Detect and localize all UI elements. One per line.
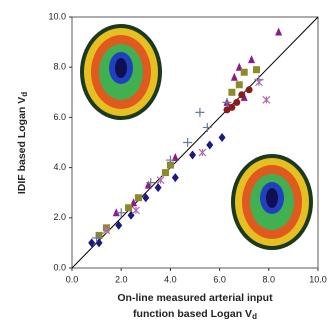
x-axis-label-text: function based Logan V: [133, 308, 252, 320]
data-point: [236, 81, 243, 88]
brain-image: [231, 154, 313, 250]
data-point: [231, 73, 238, 81]
y-axis-label: IDIF based Logan Vd: [16, 92, 29, 194]
data-point: [135, 194, 142, 201]
data-point: [203, 123, 212, 132]
y-axis-label-sub: d: [20, 92, 29, 97]
data-point: [248, 55, 255, 63]
data-point: [233, 99, 240, 106]
data-point: [246, 86, 253, 93]
x-tick-label: 4.0: [164, 274, 177, 284]
data-point: [223, 106, 230, 113]
data-point: [125, 204, 132, 211]
x-tick-label: 10.0: [309, 274, 327, 284]
y-tick-label: 6.0: [53, 112, 66, 122]
data-point: [241, 69, 248, 76]
x-axis-label: On-line measured arterial input: [117, 292, 273, 304]
data-point: [183, 138, 192, 147]
x-axis-label: function based Logan Vd: [133, 308, 257, 321]
data-point: [172, 173, 179, 182]
data-point: [199, 149, 206, 156]
brain-image: [80, 24, 162, 120]
y-tick-label: 10.0: [48, 11, 66, 21]
data-point: [195, 108, 204, 117]
y-axis-label-text: IDIF based Logan V: [16, 97, 28, 194]
x-tick-label: 8.0: [263, 274, 276, 284]
data-point: [253, 66, 260, 73]
x-tick-label: 6.0: [213, 274, 226, 284]
chart: IDIF based Logan Vd On-line measured art…: [0, 0, 331, 327]
x-axis-label-sub: d: [252, 312, 257, 321]
x-tick-label: 0.0: [66, 274, 79, 284]
data-point: [275, 28, 282, 36]
data-point: [162, 169, 169, 176]
x-tick-label: 2.0: [115, 274, 128, 284]
data-point: [219, 133, 226, 142]
data-point: [255, 79, 262, 86]
y-tick-label: 2.0: [53, 212, 66, 222]
data-point: [228, 89, 235, 96]
y-tick-label: 0.0: [53, 262, 66, 272]
data-point: [238, 91, 245, 98]
y-tick-label: 4.0: [53, 162, 66, 172]
data-point: [206, 141, 213, 150]
y-tick-label: 8.0: [53, 62, 66, 72]
data-point: [189, 151, 196, 160]
data-point: [155, 183, 162, 192]
data-point: [263, 96, 270, 103]
data-point: [132, 207, 139, 214]
